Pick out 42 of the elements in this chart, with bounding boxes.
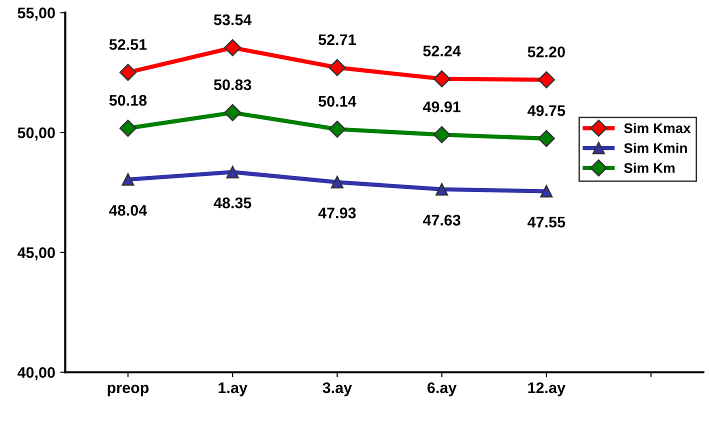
point — [122, 173, 134, 186]
point — [226, 166, 239, 178]
point — [119, 64, 137, 81]
legend-label: Sim Km — [624, 162, 675, 173]
point — [538, 71, 555, 88]
x-tick-label: 12.ay — [528, 382, 566, 396]
data-label: 52.51 — [109, 39, 147, 50]
data-label: 53.54 — [214, 14, 252, 26]
data-label: 47.63 — [422, 214, 460, 226]
x-tick-label: 6.ay — [428, 382, 457, 396]
data-label: 52.24 — [423, 46, 461, 56]
point — [328, 120, 346, 138]
point — [330, 176, 344, 188]
data-label: 49.91 — [422, 101, 461, 112]
y-tick-label: 50,00 — [18, 127, 55, 140]
x-tick-label: 3.ay — [322, 382, 352, 396]
point — [328, 59, 346, 76]
data-label: 47.93 — [318, 208, 356, 218]
point — [436, 183, 448, 196]
point — [433, 70, 450, 88]
point — [433, 126, 450, 144]
x-tick-label: 1.ay — [218, 382, 248, 396]
data-label: 48.35 — [214, 197, 252, 208]
data-label: 47.55 — [528, 216, 566, 228]
point — [119, 120, 137, 137]
point — [538, 130, 555, 148]
y-tick-label: 45,00 — [18, 247, 55, 260]
legend-label: Sim Kmax — [624, 122, 691, 134]
data-label: 52.20 — [528, 46, 565, 58]
y-tick-label: 40,00 — [18, 367, 55, 380]
data-label: 50.18 — [109, 94, 147, 106]
point — [224, 39, 242, 56]
legend-label: Sim Kmin — [624, 142, 687, 154]
data-label: 49.75 — [528, 105, 566, 116]
data-label: 48.04 — [109, 204, 148, 216]
point — [540, 185, 553, 198]
data-label: 52.71 — [318, 34, 356, 46]
point — [224, 104, 242, 122]
x-tick-label: preop — [108, 384, 149, 396]
data-label: 50.83 — [214, 79, 252, 90]
y-tick-label: 55,00 — [18, 8, 55, 21]
data-label: 50.14 — [318, 96, 356, 107]
